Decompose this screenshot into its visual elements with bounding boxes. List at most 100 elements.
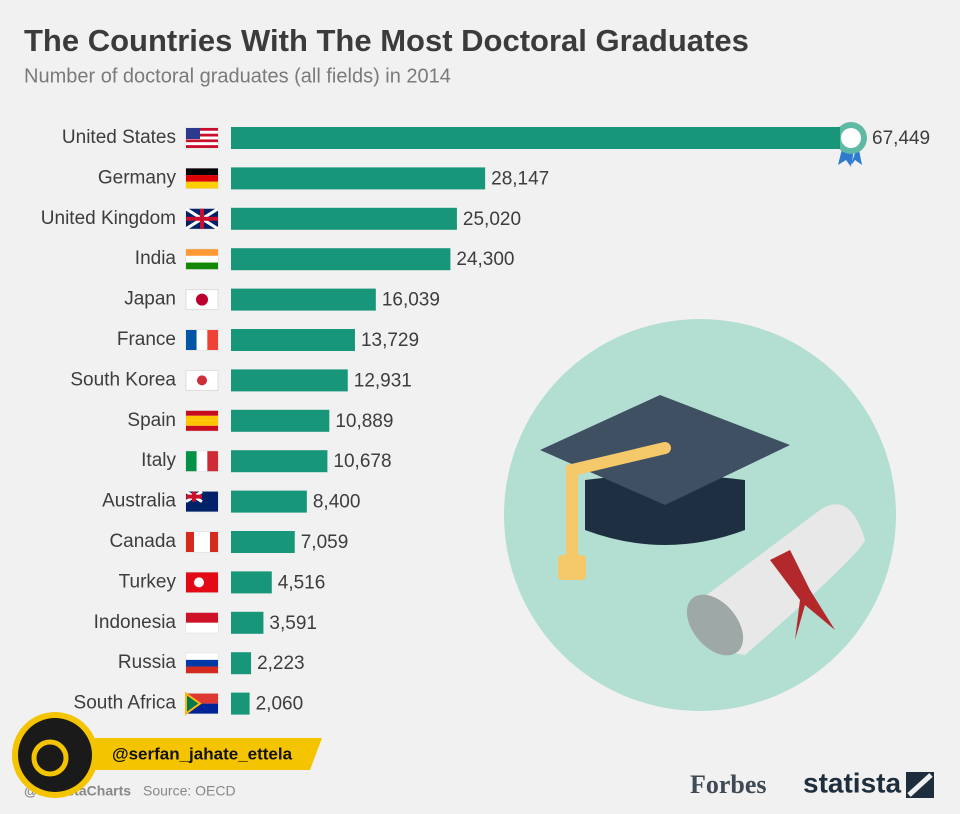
flag-part: [186, 532, 194, 552]
flag: [185, 410, 219, 432]
category-label: Turkey: [119, 571, 177, 592]
flag-part: [186, 653, 218, 660]
flag-part: [186, 612, 218, 623]
bar: [231, 531, 295, 553]
category-label: Indonesia: [94, 612, 177, 633]
value-label: 13,729: [361, 330, 419, 351]
value-label: 24,300: [456, 249, 514, 270]
flag-part: [207, 330, 218, 350]
flag-part: [194, 577, 204, 588]
flag-part: [196, 451, 208, 472]
flag: [185, 490, 219, 513]
value-label: 25,020: [463, 209, 521, 230]
flag-part: [186, 136, 218, 140]
flag-part: [186, 262, 218, 270]
flag-part: [186, 255, 218, 263]
category-label: India: [135, 248, 177, 269]
value-label: 67,449: [872, 128, 930, 149]
flag-part: [186, 175, 218, 182]
chart-subtitle: Number of doctoral graduates (all fields…: [24, 65, 451, 87]
watermark-text: @serfan_jahate_ettela: [112, 744, 293, 763]
flag-part: [186, 249, 218, 256]
badge: [835, 122, 867, 167]
flag-part: [186, 128, 200, 139]
bar: [231, 652, 252, 675]
source: Source: OECD: [143, 783, 236, 799]
flag: [185, 248, 219, 270]
flag-part: [192, 491, 196, 502]
flag-part: [186, 425, 218, 431]
flag: [185, 612, 219, 634]
bar: [231, 329, 355, 351]
brand: Forbes: [690, 770, 767, 799]
flag-part: [186, 410, 218, 416]
bar: [231, 611, 264, 634]
flag-part: [186, 130, 218, 134]
bar: [231, 167, 486, 190]
flag-part: [186, 693, 218, 704]
flag-part: [186, 420, 218, 426]
flag-part: [186, 622, 218, 633]
flag-part: [200, 208, 204, 229]
flag-part: [197, 375, 207, 386]
flag-part: [186, 703, 218, 714]
category-label: Spain: [127, 410, 176, 431]
bar: [231, 127, 840, 149]
category-label: Russia: [118, 652, 177, 673]
bar: [231, 248, 451, 271]
flag: [185, 167, 219, 189]
brand-icon: [906, 772, 934, 798]
bar: [231, 409, 330, 432]
flag: [185, 571, 219, 593]
category-label: Germany: [98, 167, 177, 188]
flag-part: [186, 128, 218, 131]
bar: [231, 207, 457, 230]
flag: [185, 369, 219, 391]
category-label: United States: [62, 127, 176, 148]
flag-part: [196, 293, 208, 306]
bar: [231, 571, 272, 594]
flag-part: [186, 139, 218, 143]
category-label: France: [117, 329, 176, 350]
category-label: Japan: [124, 289, 176, 310]
value-label: 7,059: [301, 532, 349, 553]
value-label: 16,039: [382, 290, 440, 311]
flag-part: [186, 168, 218, 176]
chart-title: The Countries With The Most Doctoral Gra…: [24, 23, 749, 58]
bar: [231, 692, 250, 715]
flag-part: [186, 330, 197, 350]
flag-part: [186, 145, 218, 148]
category-label: South Africa: [74, 693, 177, 714]
illustration: [504, 319, 896, 711]
flag: [185, 289, 219, 311]
bar: [231, 490, 307, 513]
category-label: Australia: [102, 491, 176, 512]
flag: [185, 207, 219, 231]
value-label: 10,889: [335, 411, 393, 432]
flag-part: [186, 181, 218, 189]
flag-part: [186, 659, 218, 667]
flag: [185, 691, 219, 716]
flag: [185, 652, 219, 674]
category-label: Canada: [109, 531, 176, 552]
flag: [185, 531, 219, 553]
category-label: South Korea: [70, 369, 176, 390]
flag-part: [207, 451, 218, 472]
flag: [185, 127, 219, 149]
value-label: 4,516: [278, 572, 326, 593]
flag: [185, 450, 219, 472]
watermark: @serfan_jahate_ettela: [12, 712, 322, 798]
flag-part: [186, 666, 218, 674]
brand: statista: [803, 767, 901, 798]
flag-part: [194, 532, 202, 552]
category-label: United Kingdom: [41, 208, 176, 229]
flag: [185, 329, 219, 351]
flag-part: [185, 691, 202, 716]
value-label: 3,591: [269, 613, 317, 634]
bar: [231, 450, 328, 473]
flag-part: [186, 133, 218, 137]
value-label: 28,147: [491, 168, 549, 189]
value-label: 10,678: [333, 451, 391, 472]
value-label: 12,931: [354, 370, 412, 391]
